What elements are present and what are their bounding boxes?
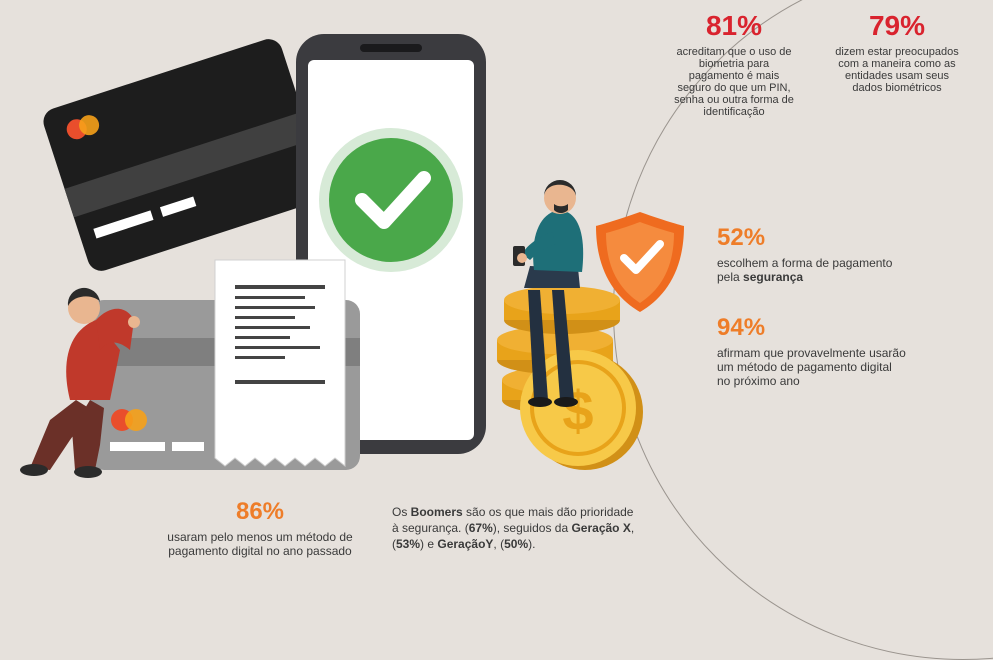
stat-94-text: afirmam que provavelmente usarão um méto…	[717, 346, 907, 388]
stat-79: 79% dizem estar preocupados com a maneir…	[832, 12, 962, 94]
stat-52: 52% escolhem a forma de pagamento pela s…	[717, 226, 897, 284]
stat-52-text: escolhem a forma de pagamento pela segur…	[717, 256, 897, 284]
stat-86-text: usaram pelo menos um método de pagamento…	[160, 530, 360, 558]
stat-79-pct: 79%	[832, 12, 962, 40]
stat-94: 94% afirmam que provavelmente usarão um …	[717, 316, 907, 388]
stat-81-pct: 81%	[674, 12, 794, 40]
stat-94-pct: 94%	[717, 316, 907, 340]
stat-81: 81% acreditam que o uso de biometria par…	[674, 12, 794, 118]
stat-81-text: acreditam que o uso de biometria para pa…	[674, 46, 794, 118]
infographic-canvas: $	[0, 0, 993, 567]
boomers-text: Os Boomers são os que mais dão prioridad…	[392, 504, 642, 553]
stat-52-pct: 52%	[717, 226, 897, 250]
receipt-icon	[215, 260, 345, 466]
stat-86: 86% usaram pelo menos um método de pagam…	[160, 500, 360, 558]
stat-86-pct: 86%	[160, 500, 360, 524]
stat-79-text: dizem estar preocupados com a maneira co…	[832, 46, 962, 94]
